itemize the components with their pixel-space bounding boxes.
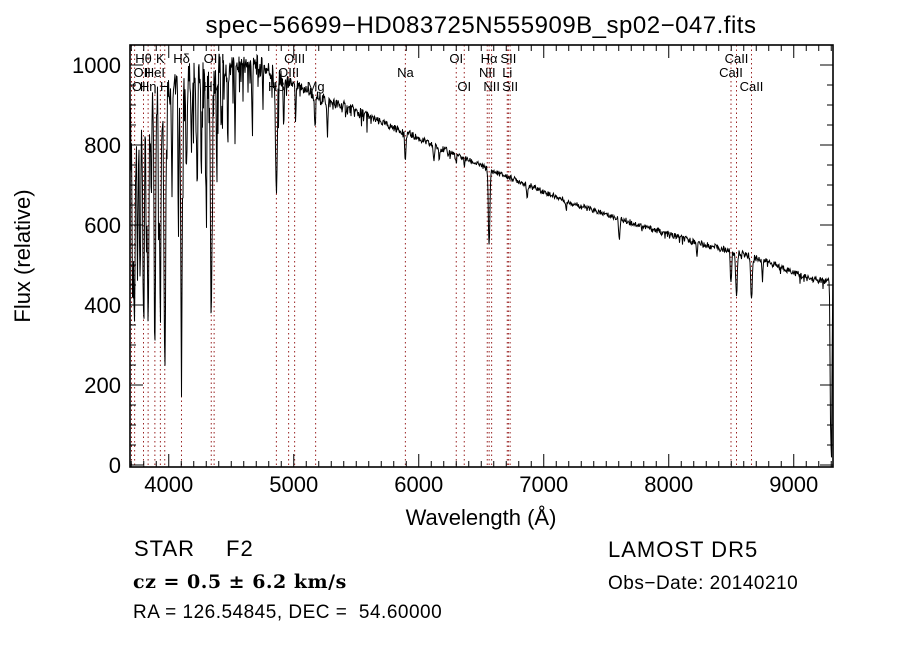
x-tick-label: 8000 bbox=[644, 472, 693, 497]
spectral-line-label: Hδ bbox=[173, 51, 190, 66]
x-tick-label: 7000 bbox=[519, 472, 568, 497]
spectral-line-label: Hα bbox=[481, 51, 498, 66]
cz-value-label: cz = 0.5 ± 6.2 km/s bbox=[133, 571, 347, 593]
x-tick-label: 4000 bbox=[144, 472, 193, 497]
spectrum-curve bbox=[129, 53, 834, 458]
y-tick-label: 400 bbox=[84, 293, 121, 318]
y-tick-label: 600 bbox=[84, 213, 121, 238]
spectral-line-label: OIII bbox=[284, 51, 305, 66]
y-tick-label: 200 bbox=[84, 373, 121, 398]
spectral-line-label: Na bbox=[397, 65, 414, 80]
spectral-line-label: HeI bbox=[145, 65, 165, 80]
ra-dec-label: RA = 126.54845, DEC = 54.60000 bbox=[133, 602, 442, 623]
spectral-line-label: OI bbox=[449, 51, 463, 66]
x-tick-label: 5000 bbox=[269, 472, 318, 497]
spectrum-flux-line bbox=[129, 53, 834, 458]
object-class-label: STAR bbox=[134, 536, 195, 561]
spectral-line-label: NII bbox=[483, 79, 500, 94]
x-tick-label: 6000 bbox=[394, 472, 443, 497]
object-subclass-label: F2 bbox=[226, 536, 254, 561]
obs-date-label: Obs−Date: 20140210 bbox=[608, 573, 798, 594]
plot-title: spec−56699−HD083725N555909B_sp02−047.fit… bbox=[206, 12, 757, 39]
x-tick-label: 9000 bbox=[769, 472, 818, 497]
spectral-line-label: H bbox=[160, 79, 169, 94]
spectral-line-label: OIII bbox=[204, 51, 225, 66]
spectral-line-label: SII bbox=[502, 79, 518, 94]
survey-label: LAMOST DR5 bbox=[608, 537, 758, 562]
spectral-line-label: Hη bbox=[140, 79, 157, 94]
spectral-line-label: OI bbox=[457, 79, 471, 94]
spectral-line-label: CaII bbox=[740, 79, 764, 94]
x-axis-label: Wavelength (Å) bbox=[406, 505, 557, 530]
spectral-line-label: OII bbox=[134, 65, 151, 80]
spectral-line-label: OIII bbox=[278, 65, 299, 80]
spectral-line-label: Mg bbox=[307, 79, 325, 94]
spectral-line-label: NII bbox=[479, 65, 496, 80]
y-axis-label: Flux (relative) bbox=[10, 189, 35, 322]
y-tick-label: 800 bbox=[84, 133, 121, 158]
spectral-line-label: CaII bbox=[719, 65, 743, 80]
axis-tick-labels: 4000 5000 6000 7000 8000 9000 0 200 400 600 800 100… bbox=[72, 53, 818, 497]
plot-frame bbox=[129, 44, 834, 468]
spectral-line-label: OI bbox=[132, 79, 146, 94]
axis-ticks bbox=[130, 45, 833, 467]
spectral-line-label: Hθ bbox=[135, 51, 152, 66]
y-tick-label: 1000 bbox=[72, 53, 121, 78]
spectral-line-label: Li bbox=[502, 65, 512, 80]
spectral-line-label: K bbox=[156, 51, 165, 66]
spectral-line-label: CaII bbox=[725, 51, 749, 66]
spectral-line-labels: OIOIIHθHηHeIKHHδHγOIIIHβOIIIOIIIMgNaOIOI… bbox=[132, 51, 763, 94]
spectral-line-label: SII bbox=[500, 51, 516, 66]
y-tick-label: 0 bbox=[109, 453, 121, 478]
spectral-line-markers bbox=[131, 45, 752, 467]
